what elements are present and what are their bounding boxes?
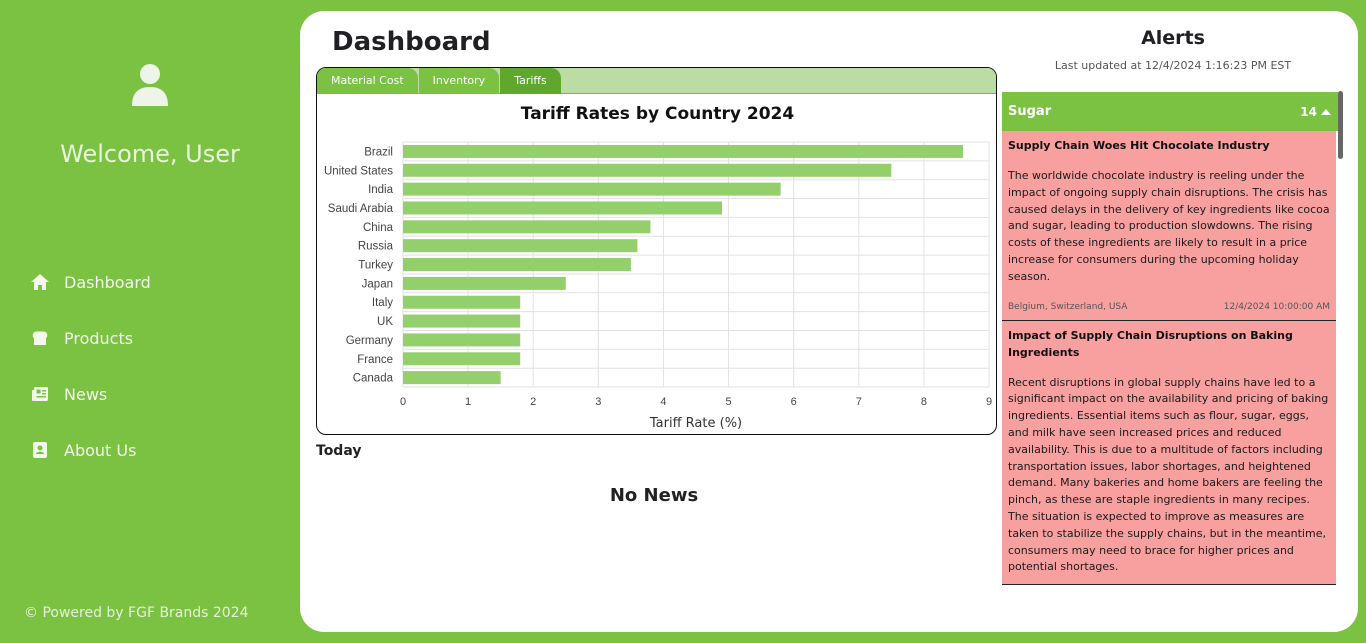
category-label: Italy bbox=[372, 297, 393, 309]
bar bbox=[403, 163, 892, 177]
category-label: France bbox=[357, 354, 393, 366]
sidebar-nav: Dashboard Products News About Us bbox=[30, 268, 151, 492]
nav-label: News bbox=[64, 384, 108, 404]
bar bbox=[403, 220, 651, 234]
x-tick-label: 8 bbox=[921, 396, 927, 408]
alerts-panel[interactable]: Sugar 14 Supply Chain Woes Hit Chocolate… bbox=[1002, 92, 1338, 597]
alerts-scroll-thumb[interactable] bbox=[1338, 91, 1343, 159]
category-label: India bbox=[368, 184, 394, 196]
x-tick-label: 0 bbox=[400, 396, 406, 408]
bar bbox=[403, 144, 963, 158]
bar bbox=[403, 333, 521, 347]
alerts-scrollbar[interactable] bbox=[1338, 91, 1343, 596]
tab-material-cost[interactable]: Material Cost bbox=[317, 68, 418, 94]
collapse-arrow-icon[interactable] bbox=[1320, 108, 1332, 116]
x-tick-label: 6 bbox=[791, 396, 797, 408]
alert-count-value: 14 bbox=[1300, 104, 1317, 119]
today-heading: Today bbox=[316, 443, 362, 459]
bar bbox=[403, 352, 521, 366]
chart-card: Material Cost Inventory Tariffs Tariff R… bbox=[316, 67, 997, 435]
tariff-bar-chart: Brazil United States India Saudi Arabia Chin… bbox=[324, 141, 992, 431]
tab-bar: Material Cost Inventory Tariffs bbox=[317, 68, 996, 94]
alert-group-count: 14 bbox=[1300, 105, 1332, 119]
bar bbox=[403, 201, 723, 215]
chart-title: Tariff Rates by Country 2024 bbox=[520, 104, 795, 124]
x-axis-label: Tariff Rate (%) bbox=[649, 416, 742, 431]
bar bbox=[403, 182, 781, 196]
nav-item-about-us[interactable]: About Us bbox=[30, 436, 151, 464]
bar bbox=[403, 276, 566, 290]
alert-date: 12/4/2024 10:00:00 AM bbox=[1223, 301, 1330, 312]
x-tick-label: 7 bbox=[856, 396, 862, 408]
newspaper-icon bbox=[30, 384, 50, 404]
category-label: Saudi Arabia bbox=[328, 203, 394, 215]
category-label: Turkey bbox=[358, 260, 393, 272]
alert-item[interactable]: Supply Chain Woes Hit Chocolate Industry… bbox=[1002, 131, 1336, 321]
tab-inventory[interactable]: Inventory bbox=[418, 68, 500, 94]
bar bbox=[403, 295, 521, 309]
nav-item-dashboard[interactable]: Dashboard bbox=[30, 268, 151, 296]
category-label: United States bbox=[324, 165, 393, 177]
welcome-text: Welcome, User bbox=[60, 140, 240, 168]
bar bbox=[403, 314, 521, 328]
alerts-title: Alerts bbox=[1141, 27, 1205, 49]
alert-body: Recent disruptions in global supply chai… bbox=[1008, 375, 1329, 574]
category-label: Japan bbox=[362, 278, 393, 290]
category-label: Russia bbox=[358, 241, 394, 253]
x-tick-label: 4 bbox=[660, 396, 666, 408]
main-panel: Dashboard Material Cost Inventory Tariff… bbox=[300, 11, 1358, 632]
category-label: Germany bbox=[346, 335, 394, 347]
user-avatar-icon bbox=[132, 64, 168, 106]
alert-title: Supply Chain Woes Hit Chocolate Industry bbox=[1008, 139, 1270, 152]
x-tick-label: 1 bbox=[465, 396, 471, 408]
alert-body: The worldwide chocolate industry is reel… bbox=[1008, 169, 1330, 283]
tab-tariffs[interactable]: Tariffs bbox=[500, 68, 561, 94]
alert-regions: Belgium, Switzerland, USA bbox=[1008, 301, 1128, 312]
alert-meta: Belgium, Switzerland, USA 12/4/2024 10:0… bbox=[1008, 302, 1330, 312]
x-tick-label: 9 bbox=[986, 396, 992, 408]
alert-group-name: Sugar bbox=[1008, 104, 1052, 119]
home-icon bbox=[30, 272, 50, 292]
alert-item[interactable]: Impact of Supply Chain Disruptions on Ba… bbox=[1002, 320, 1336, 586]
bar bbox=[403, 239, 638, 253]
nav-item-news[interactable]: News bbox=[30, 380, 151, 408]
alert-title: Impact of Supply Chain Disruptions on Ba… bbox=[1008, 328, 1293, 359]
category-label: Brazil bbox=[364, 146, 393, 158]
nav-label: About Us bbox=[64, 440, 137, 460]
page-title: Dashboard bbox=[332, 27, 491, 57]
no-news-message: No News bbox=[609, 485, 699, 506]
contact-book-icon bbox=[30, 440, 50, 460]
nav-label: Products bbox=[64, 328, 134, 348]
category-label: China bbox=[363, 222, 394, 234]
x-tick-label: 3 bbox=[595, 396, 601, 408]
alert-group-header[interactable]: Sugar 14 bbox=[1002, 92, 1338, 131]
sidebar: Welcome, User Dashboard Products News Ab… bbox=[0, 0, 300, 643]
category-label: UK bbox=[377, 316, 393, 328]
bread-icon bbox=[30, 328, 50, 348]
alerts-last-updated: Last updated at 12/4/2024 1:16:23 PM EST bbox=[1054, 59, 1292, 72]
nav-label: Dashboard bbox=[64, 272, 151, 292]
category-label: Canada bbox=[353, 373, 394, 385]
bar bbox=[403, 371, 501, 385]
bar bbox=[403, 258, 631, 272]
nav-item-products[interactable]: Products bbox=[30, 324, 151, 352]
x-tick-label: 5 bbox=[725, 396, 731, 408]
footer-text: © Powered by FGF Brands 2024 bbox=[24, 605, 249, 621]
x-tick-label: 2 bbox=[530, 396, 536, 408]
